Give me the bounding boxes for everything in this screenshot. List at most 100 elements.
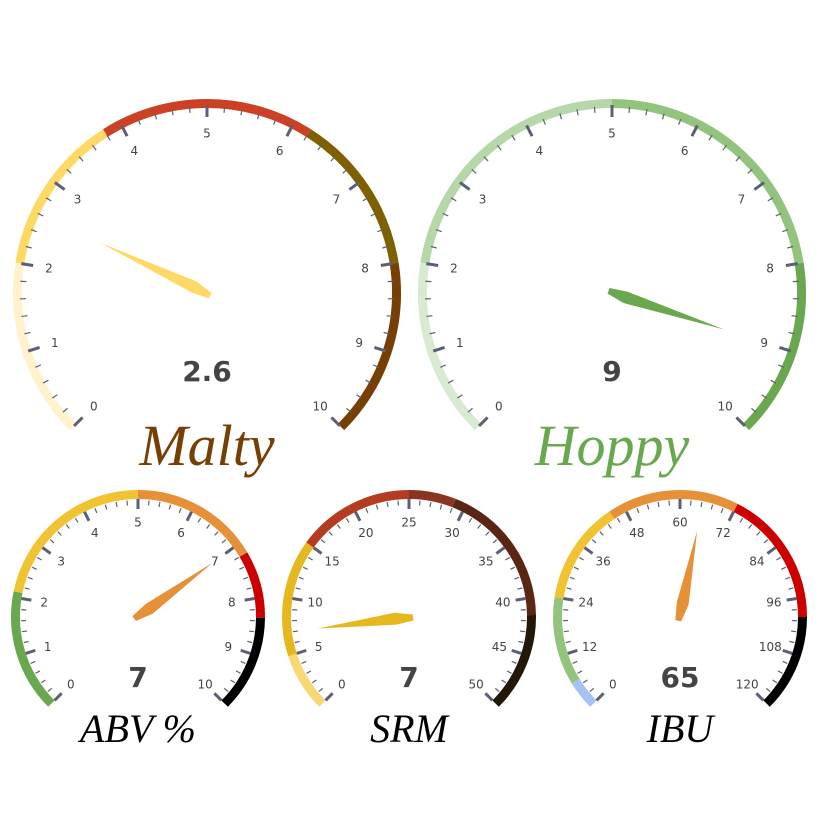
gauge-band bbox=[306, 129, 399, 265]
gauge-malty: 0 1 2 3 4 5 6 7 8 9 10 2.6 Malty bbox=[13, 99, 401, 478]
minor-tick bbox=[31, 566, 37, 570]
minor-tick bbox=[51, 394, 58, 399]
major-tick bbox=[348, 181, 360, 191]
minor-tick bbox=[506, 670, 512, 674]
major-tick bbox=[213, 692, 223, 702]
minor-tick bbox=[777, 670, 783, 674]
gauge-band bbox=[13, 262, 77, 431]
tick-label: 60 bbox=[672, 516, 687, 530]
minor-tick bbox=[735, 156, 741, 162]
gauge-band bbox=[492, 615, 536, 707]
tick-label: 96 bbox=[766, 596, 781, 610]
minor-tick bbox=[21, 630, 27, 633]
minor-tick bbox=[115, 501, 118, 508]
minor-tick bbox=[24, 587, 30, 590]
minor-tick bbox=[720, 507, 724, 514]
minor-tick bbox=[572, 660, 578, 665]
minor-tick bbox=[234, 556, 240, 561]
major-tick bbox=[515, 597, 526, 602]
minor-tick bbox=[468, 517, 473, 523]
tick-label: 1 bbox=[51, 336, 59, 350]
gauge-band bbox=[282, 542, 314, 657]
tick-label: 3 bbox=[479, 193, 487, 207]
major-tick bbox=[224, 546, 235, 555]
minor-tick bbox=[104, 504, 108, 510]
minor-tick bbox=[450, 197, 457, 202]
tick-label: 25 bbox=[401, 516, 416, 530]
minor-tick bbox=[239, 566, 245, 570]
major-tick bbox=[625, 511, 633, 522]
gauge-band bbox=[221, 617, 265, 707]
tick-label: 15 bbox=[325, 555, 340, 569]
minor-tick bbox=[785, 576, 791, 580]
tick-label: 20 bbox=[358, 526, 373, 540]
minor-tick bbox=[91, 144, 97, 151]
minor-tick bbox=[302, 566, 308, 570]
minor-tick bbox=[240, 109, 243, 116]
minor-tick bbox=[566, 587, 572, 590]
tick-label: 6 bbox=[177, 526, 185, 540]
minor-tick bbox=[467, 407, 473, 413]
minor-tick bbox=[761, 394, 768, 399]
tick-label: 7 bbox=[211, 555, 219, 569]
gauge-needle bbox=[607, 287, 725, 330]
minor-tick bbox=[294, 640, 300, 644]
tick-label: 10 bbox=[198, 678, 213, 692]
tick-label: 5 bbox=[203, 127, 211, 141]
minor-tick bbox=[40, 679, 46, 684]
tick-label: 5 bbox=[315, 640, 323, 654]
major-tick bbox=[312, 546, 323, 555]
major-tick bbox=[53, 692, 63, 702]
minor-tick bbox=[342, 168, 348, 174]
gauge-band bbox=[137, 490, 248, 557]
minor-tick bbox=[661, 113, 665, 120]
minor-tick bbox=[298, 576, 304, 580]
major-tick bbox=[330, 416, 341, 427]
major-tick bbox=[459, 181, 471, 191]
minor-tick bbox=[477, 524, 482, 529]
gauge-band bbox=[239, 552, 265, 619]
gauge-band bbox=[452, 498, 536, 616]
minor-tick bbox=[767, 197, 774, 202]
major-tick bbox=[21, 597, 32, 602]
tick-label: 50 bbox=[469, 678, 484, 692]
minor-tick bbox=[657, 501, 660, 508]
minor-tick bbox=[447, 379, 454, 384]
tick-label: 84 bbox=[749, 555, 764, 569]
minor-tick bbox=[154, 113, 158, 120]
major-tick bbox=[21, 262, 34, 267]
tick-label: 30 bbox=[444, 526, 459, 540]
minor-tick bbox=[510, 566, 516, 570]
minor-tick bbox=[426, 315, 433, 318]
tick-label: 1 bbox=[456, 336, 464, 350]
minor-tick bbox=[197, 517, 202, 523]
minor-tick bbox=[471, 168, 477, 174]
major-tick bbox=[25, 648, 36, 655]
minor-tick bbox=[317, 144, 323, 151]
minor-tick bbox=[578, 556, 584, 561]
minor-tick bbox=[456, 394, 463, 399]
minor-tick bbox=[591, 539, 597, 544]
minor-tick bbox=[247, 640, 253, 644]
minor-tick bbox=[439, 504, 443, 510]
tick-label: 24 bbox=[579, 596, 594, 610]
tick-label: 3 bbox=[57, 555, 65, 569]
minor-tick bbox=[375, 504, 379, 510]
minor-tick bbox=[35, 364, 42, 368]
minor-tick bbox=[74, 517, 79, 523]
minor-tick bbox=[770, 379, 777, 384]
minor-tick bbox=[565, 640, 571, 644]
minor-tick bbox=[511, 134, 516, 141]
major-tick bbox=[380, 262, 393, 267]
major-tick bbox=[727, 511, 735, 522]
minor-tick bbox=[49, 539, 55, 544]
major-tick bbox=[525, 124, 534, 137]
major-tick bbox=[755, 692, 765, 702]
minor-tick bbox=[563, 630, 569, 633]
minor-tick bbox=[645, 109, 648, 116]
gauge-band bbox=[408, 490, 456, 508]
major-tick bbox=[432, 345, 446, 353]
minor-tick bbox=[30, 660, 36, 665]
gauge-needle bbox=[675, 530, 698, 622]
major-tick bbox=[484, 692, 494, 702]
